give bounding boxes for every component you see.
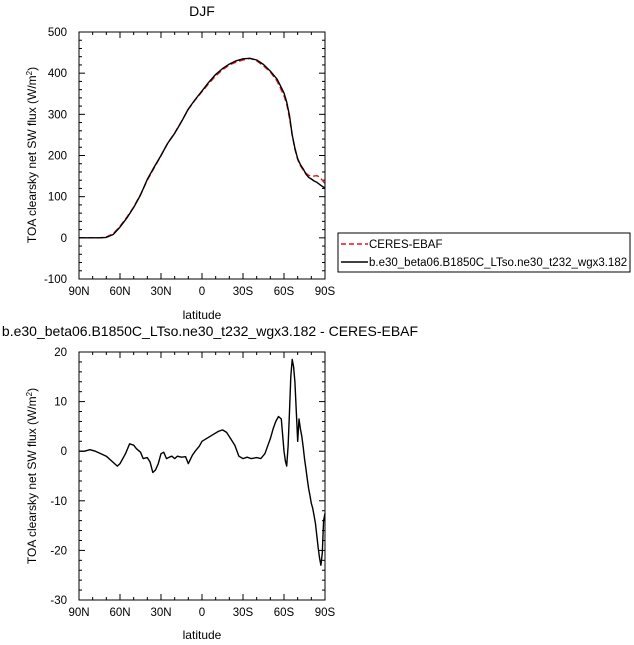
bottom-panel-ticks: 90N 60N 30N 0 30S 60S 90S -30 -20 -10 0 10 20	[50, 347, 335, 619]
top-xtick-label: 90S	[315, 286, 336, 298]
bottom-xtick-label: 0	[199, 607, 205, 619]
legend-label-ceres: CERES-EBAF	[369, 239, 443, 251]
top-panel-ticks: 90N 60N 30N 0 30S 60S 90S -100 0 100 200 300 400 500	[44, 27, 336, 298]
bottom-panel-series	[79, 358, 326, 566]
bottom-ytick-label: -10	[50, 496, 67, 508]
top-panel-ylabel-sup: 2	[25, 70, 34, 75]
top-ytick-label: 400	[48, 68, 67, 80]
legend-label-model: b.e30_beta06.B1850C_LTso.ne30_t232_wgx3.…	[369, 257, 627, 269]
top-ytick-label: 300	[48, 109, 67, 121]
top-panel-ylabel-text: TOA clearsky net SW flux (W/m	[25, 75, 39, 243]
bottom-panel-ylabel: TOA clearsky net SW flux (W/m2)	[25, 388, 40, 564]
bottom-panel: b.e30_beta06.B1850C_LTso.ne30_t232_wgx3.…	[2, 323, 418, 642]
bottom-xtick-label: 30N	[150, 607, 171, 619]
top-xtick-label: 30S	[233, 286, 254, 298]
top-xtick-label: 0	[199, 286, 205, 298]
top-xtick-label: 90N	[68, 286, 89, 298]
top-xtick-label: 30N	[150, 286, 171, 298]
bottom-ytick-label: -20	[50, 545, 67, 557]
bottom-xtick-label: 30S	[233, 607, 254, 619]
bottom-panel-title: b.e30_beta06.B1850C_LTso.ne30_t232_wgx3.…	[2, 323, 418, 339]
bottom-panel-ylabel-end: )	[25, 388, 39, 392]
bottom-ytick-label: 20	[54, 347, 67, 359]
bottom-panel-xlabel: latitude	[183, 628, 222, 642]
top-ytick-label: 100	[48, 192, 67, 204]
top-panel-ylabel-end: )	[25, 67, 39, 71]
top-ytick-label: -100	[44, 274, 67, 286]
bottom-xtick-label: 60S	[274, 607, 295, 619]
top-ytick-label: 0	[61, 233, 67, 245]
bottom-series-line-0	[79, 358, 326, 566]
bottom-xtick-label: 60N	[109, 607, 130, 619]
bottom-ytick-label: -30	[50, 595, 67, 607]
top-panel-ylabel: TOA clearsky net SW flux (W/m2)	[25, 67, 40, 243]
top-panel-title: DJF	[189, 3, 215, 19]
bottom-panel-ylabel-text: TOA clearsky net SW flux (W/m	[25, 396, 39, 564]
top-panel-series	[79, 57, 326, 239]
bottom-ytick-label: 10	[54, 397, 67, 409]
top-panel-frame	[78, 31, 326, 280]
legend-box	[337, 232, 631, 273]
bottom-ytick-label: 0	[61, 446, 67, 458]
top-panel-xlabel: latitude	[183, 308, 222, 322]
top-ytick-label: 200	[48, 151, 67, 163]
top-panel: DJF 90N 60N 30N 0 30S 60S 90S -100 0 100 200 300 400…	[25, 3, 336, 322]
bottom-xtick-label: 90S	[315, 607, 336, 619]
bottom-panel-ylabel-sup: 2	[25, 391, 34, 396]
bottom-panel-frame	[78, 351, 326, 601]
top-ytick-label: 500	[48, 27, 67, 39]
top-xtick-label: 60N	[109, 286, 130, 298]
top-series-line-0	[79, 57, 326, 239]
bottom-xtick-label: 90N	[68, 607, 89, 619]
legend: CERES-EBAF b.e30_beta06.B1850C_LTso.ne30…	[337, 232, 631, 273]
top-series-line-1	[79, 57, 326, 239]
top-xtick-label: 60S	[274, 286, 295, 298]
